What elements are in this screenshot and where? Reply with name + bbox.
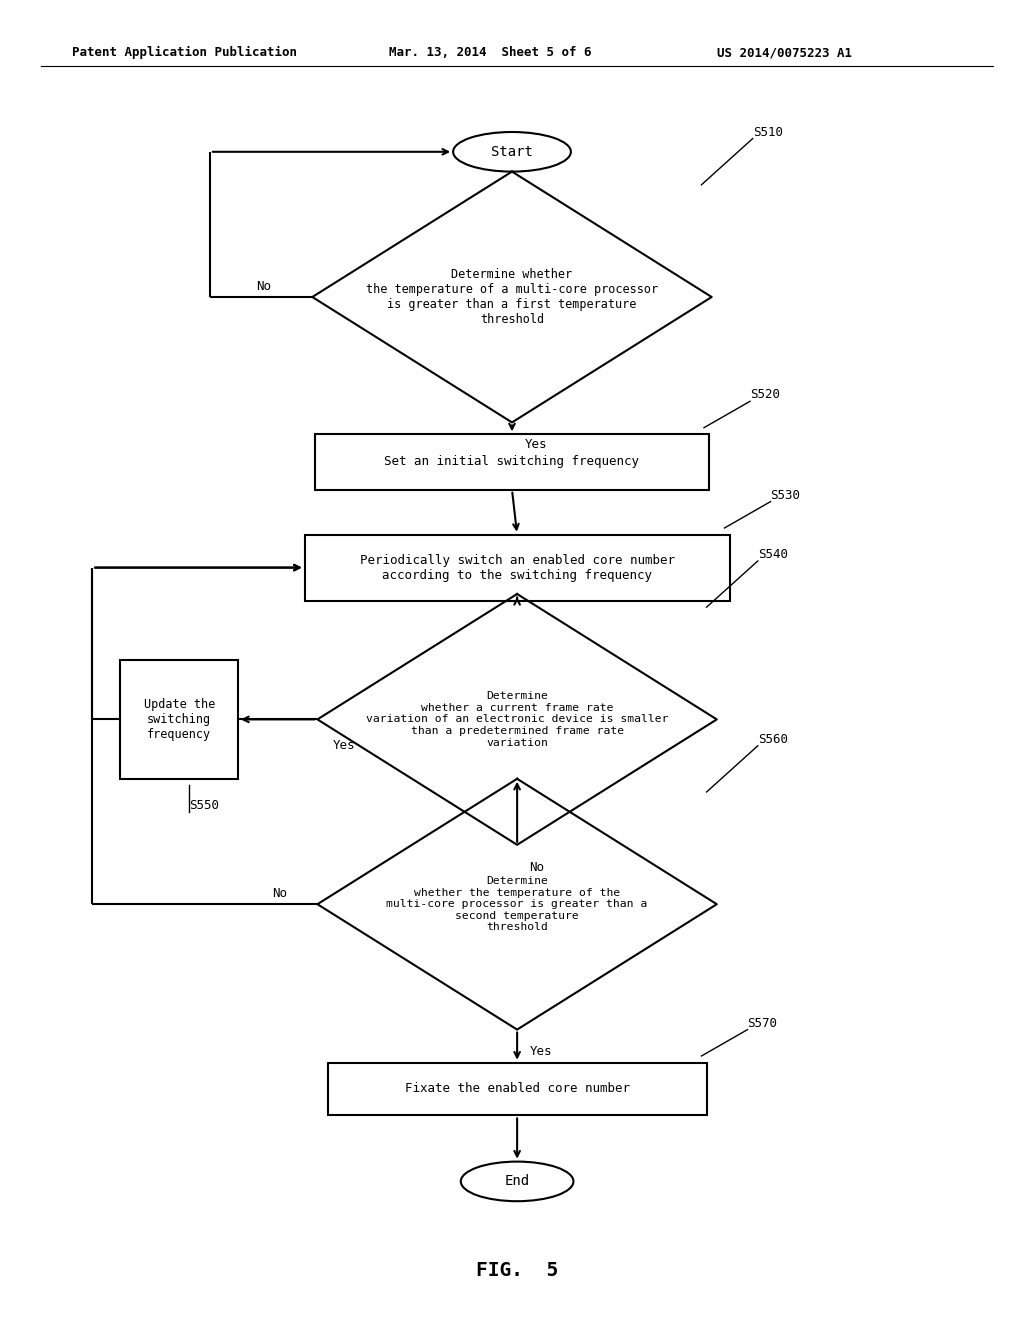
Text: No: No [256, 280, 271, 293]
Text: Patent Application Publication: Patent Application Publication [72, 46, 297, 59]
Text: S550: S550 [189, 799, 219, 812]
Text: Mar. 13, 2014  Sheet 5 of 6: Mar. 13, 2014 Sheet 5 of 6 [389, 46, 592, 59]
Text: Yes: Yes [524, 438, 547, 451]
Text: Set an initial switching frequency: Set an initial switching frequency [384, 455, 640, 469]
Text: Yes: Yes [529, 1045, 552, 1059]
Text: Determine
whether the temperature of the
multi-core processor is greater than a
: Determine whether the temperature of the… [386, 876, 648, 932]
Text: S510: S510 [753, 125, 782, 139]
Text: Yes: Yes [333, 739, 355, 752]
Text: S520: S520 [750, 388, 780, 401]
Text: US 2014/0075223 A1: US 2014/0075223 A1 [717, 46, 852, 59]
Text: S530: S530 [771, 488, 801, 502]
Text: S540: S540 [758, 548, 787, 561]
Bar [305, 535, 729, 601]
Text: No: No [271, 887, 287, 900]
Text: Fixate the enabled core number: Fixate the enabled core number [404, 1082, 630, 1096]
Bar [328, 1063, 707, 1115]
Text: End: End [505, 1175, 529, 1188]
Text: Periodically switch an enabled core number
according to the switching frequency: Periodically switch an enabled core numb… [359, 553, 675, 582]
Bar [121, 660, 238, 779]
Text: Determine
whether a current frame rate
variation of an electronic device is smal: Determine whether a current frame rate v… [366, 692, 669, 747]
Text: Update the
switching
frequency: Update the switching frequency [143, 698, 215, 741]
Text: Start: Start [492, 145, 532, 158]
Text: FIG.  5: FIG. 5 [476, 1261, 558, 1279]
Text: S560: S560 [758, 733, 787, 746]
Text: No: No [529, 861, 545, 874]
Text: Determine whether
the temperature of a multi-core processor
is greater than a fi: Determine whether the temperature of a m… [366, 268, 658, 326]
Bar [315, 434, 709, 490]
Text: S570: S570 [748, 1016, 777, 1030]
